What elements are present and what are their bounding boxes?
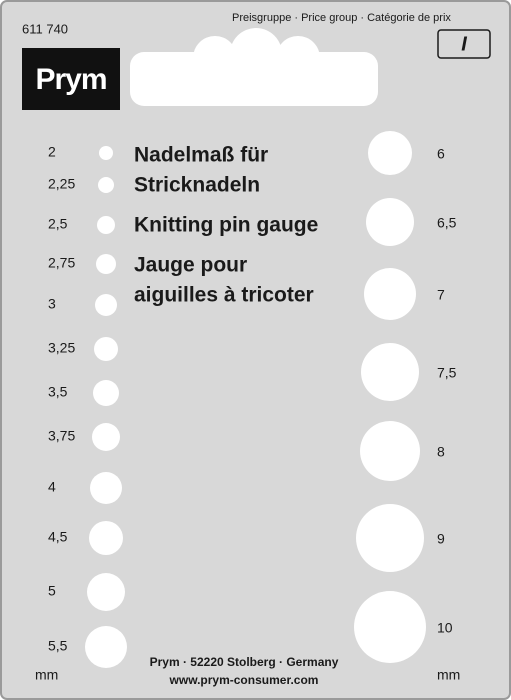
hole <box>366 198 414 246</box>
hole <box>94 337 118 361</box>
hole <box>95 294 117 316</box>
size-label: 3,75 <box>48 428 75 444</box>
hole <box>85 626 127 668</box>
price-group-label: Preisgruppe · Price group · Catégorie de… <box>232 12 451 24</box>
article-number: 611 740 <box>22 21 68 36</box>
title-line: aiguilles à tricoter <box>134 284 314 307</box>
hole <box>97 216 115 234</box>
size-label: 3,5 <box>48 384 68 400</box>
hole <box>364 268 416 320</box>
unit-left: mm <box>35 667 58 683</box>
hole <box>92 423 120 451</box>
size-label: 8 <box>437 444 445 460</box>
logo <box>22 48 120 110</box>
hole <box>360 421 420 481</box>
size-label: 2 <box>48 144 56 160</box>
website: www.prym-consumer.com <box>169 673 319 687</box>
size-label: 3 <box>48 296 56 312</box>
hole <box>354 591 426 663</box>
size-label: 4,5 <box>48 529 68 545</box>
size-label: 9 <box>437 531 445 547</box>
size-label: 7,5 <box>437 365 457 381</box>
unit-right: mm <box>437 667 460 683</box>
brand: Prym <box>35 63 106 96</box>
hole <box>90 472 122 504</box>
hole <box>361 343 419 401</box>
hole <box>87 573 125 611</box>
size-label: 6,5 <box>437 215 457 231</box>
size-label: 5,5 <box>48 638 68 654</box>
hole <box>93 380 119 406</box>
title-line: Knitting pin gauge <box>134 214 318 237</box>
title-line: Stricknadeln <box>134 174 260 197</box>
price-group-value: I <box>461 33 467 55</box>
address: Prym · 52220 Stolberg · Germany <box>150 655 339 669</box>
hole <box>89 521 123 555</box>
hole <box>96 254 116 274</box>
hole <box>356 504 424 572</box>
size-label: 5 <box>48 583 56 599</box>
label-window <box>130 52 378 106</box>
size-label: 10 <box>437 620 453 636</box>
title-line: Nadelmaß für <box>134 144 268 167</box>
hole <box>99 146 113 160</box>
title-line: Jauge pour <box>134 254 247 277</box>
size-label: 7 <box>437 287 445 303</box>
hole <box>368 131 412 175</box>
size-label: 3,25 <box>48 340 75 356</box>
size-label: 2,75 <box>48 255 75 271</box>
size-label: 2,5 <box>48 216 68 232</box>
price-group-box <box>437 29 491 59</box>
size-label: 4 <box>48 479 56 495</box>
size-label: 2,25 <box>48 176 75 192</box>
hole <box>98 177 114 193</box>
size-label: 6 <box>437 146 445 162</box>
